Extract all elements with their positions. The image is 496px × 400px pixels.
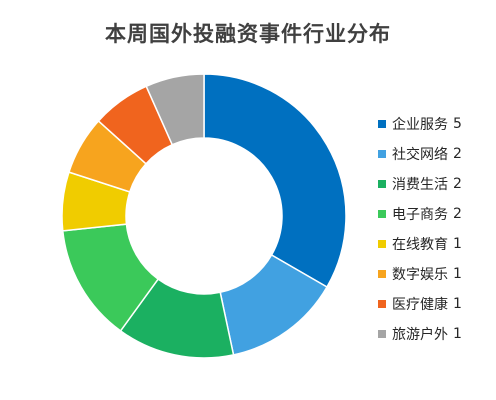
legend-swatch [378,300,386,308]
legend-label: 企业服务 [392,117,448,133]
legend-item: 医疗健康 1 [378,289,462,319]
legend-item: 企业服务 5 [378,109,462,139]
chart-title: 本周国外投融资事件行业分布 [105,22,391,46]
legend-item: 数字娱乐 1 [378,259,462,289]
chart-legend: 企业服务 5 社交网络 2 消费生活 2 电子商务 2 在线教育 1 数字娱乐 1 医疗健康 1 旅游户外 1 [378,109,462,349]
legend-swatch [378,180,386,188]
legend-label: 医疗健康 [392,297,448,313]
legend-value: 1 [453,326,462,342]
legend-item: 旅游户外 1 [378,319,462,349]
slice-8 [145,73,205,146]
legend-value: 2 [453,176,462,192]
legend-value: 5 [453,116,462,132]
legend-item: 消费生活 2 [378,169,462,199]
legend-swatch [378,120,386,128]
legend-swatch [378,330,386,338]
legend-value: 2 [453,206,462,222]
legend-swatch [378,240,386,248]
legend-label: 社交网络 [392,147,448,163]
legend-item: 社交网络 2 [378,139,462,169]
legend-value: 1 [453,266,462,282]
legend-label: 在线教育 [392,237,448,253]
legend-value: 2 [453,146,462,162]
legend-value: 1 [453,296,462,312]
legend-label: 数字娱乐 [392,267,448,283]
legend-swatch [378,210,386,218]
legend-swatch [378,150,386,158]
legend-label: 旅游户外 [392,327,448,343]
legend-label: 电子商务 [392,207,448,223]
legend-label: 消费生活 [392,177,448,193]
legend-swatch [378,270,386,278]
slice-1 [203,73,347,289]
legend-item: 电子商务 2 [378,199,462,229]
legend-item: 在线教育 1 [378,229,462,259]
legend-value: 1 [453,236,462,252]
